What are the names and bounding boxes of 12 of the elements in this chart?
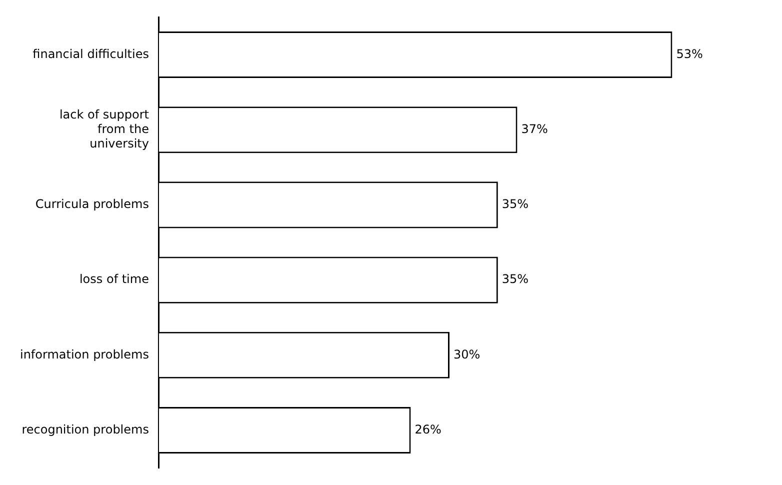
y-tick-label: financial difficulties bbox=[32, 46, 149, 61]
data-label: 37% bbox=[521, 122, 548, 136]
y-tick-label: information problems bbox=[20, 347, 149, 362]
y-tick-label: Curricula problems bbox=[35, 197, 149, 212]
data-label: 30% bbox=[453, 347, 480, 362]
y-tick-label: lack of support from the university bbox=[59, 108, 150, 150]
data-label: 26% bbox=[414, 422, 442, 436]
data-label: 35% bbox=[502, 272, 529, 286]
data-label: 35% bbox=[502, 197, 529, 212]
y-tick-label: loss of time bbox=[79, 272, 149, 286]
y-tick-label: recognition problems bbox=[22, 422, 149, 436]
data-label: 53% bbox=[676, 46, 703, 61]
